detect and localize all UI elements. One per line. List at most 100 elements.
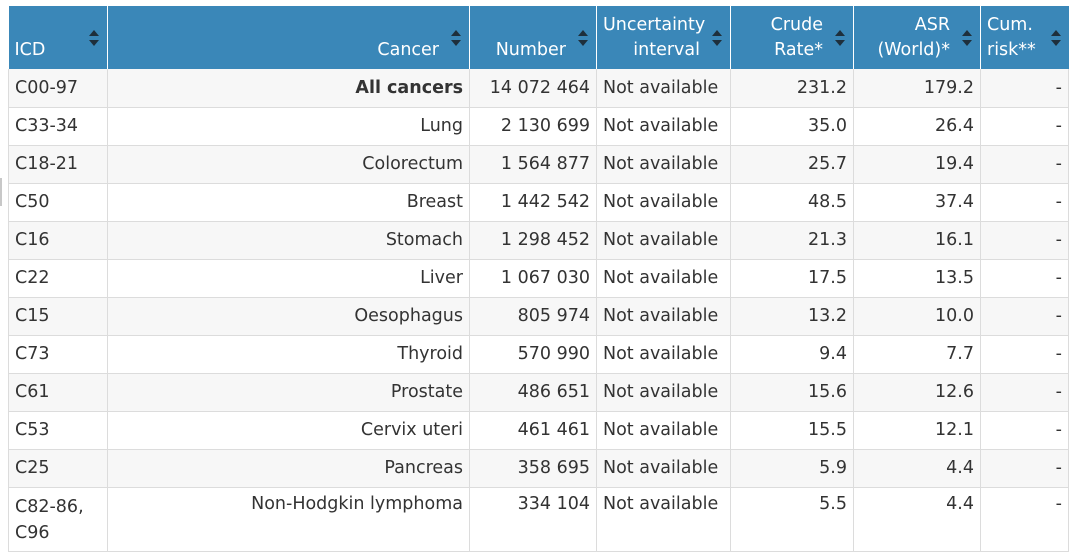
cell-cum-risk: - [980, 183, 1069, 222]
sort-icon[interactable] [89, 29, 99, 47]
cell-uncertainty: Not available [596, 373, 731, 412]
cell-asr: 13.5 [853, 259, 981, 298]
cell-asr: 16.1 [853, 221, 981, 260]
cell-number: 805 974 [469, 297, 597, 336]
table-row[interactable]: C15 Oesophagus 805 974 Not available 13.2 10.… [8, 297, 1069, 336]
cell-asr: 4.4 [853, 449, 981, 488]
table-row[interactable]: C61 Prostate 486 651 Not available 15.6 12.6- [8, 373, 1069, 412]
cell-uncertainty: Not available [596, 487, 731, 552]
cell-icd: C50 [8, 183, 108, 222]
cell-icd: C61 [8, 373, 108, 412]
column-header-asr-world[interactable]: ASR (World)* [853, 6, 981, 69]
cell-cum-risk: - [980, 373, 1069, 412]
cell-cum-risk: - [980, 221, 1069, 260]
cell-icd: C53 [8, 411, 108, 450]
cell-icd: C15 [8, 297, 108, 336]
cell-asr: 26.4 [853, 107, 981, 146]
cell-cancer: Stomach [107, 221, 470, 260]
table-row[interactable]: C73 Thyroid 570 990 Not available 9.4 7.7- [8, 335, 1069, 374]
column-header-label: Rate* [774, 40, 823, 60]
table-row[interactable]: C16 Stomach 1 298 452 Not available 21.3 16.1… [8, 221, 1069, 260]
cell-cancer: Prostate [107, 373, 470, 412]
column-header-crude-rate[interactable]: Crude Rate* [730, 6, 854, 69]
cell-crude-rate: 21.3 [730, 221, 854, 260]
cell-crude-rate: 5.9 [730, 449, 854, 488]
sort-icon[interactable] [1050, 29, 1061, 47]
table-row[interactable]: C82-86, C96 Non-Hodgkin lymphoma 334 104 No… [8, 487, 1069, 552]
cell-asr: 37.4 [853, 183, 981, 222]
cell-cancer: Lung [107, 107, 470, 146]
cell-crude-rate: 35.0 [730, 107, 854, 146]
cell-uncertainty: Not available [596, 297, 731, 336]
cell-cum-risk: - [980, 107, 1069, 146]
cancer-stats-table-container: ICD Cancer Number Uncertainty interval [8, 6, 1069, 552]
sort-icon[interactable] [712, 29, 722, 47]
column-header-label: ICD [14, 40, 46, 60]
cell-cancer: Liver [107, 259, 470, 298]
cell-asr: 12.6 [853, 373, 981, 412]
cell-crude-rate: 5.5 [730, 487, 854, 552]
table-body: C00-97 All cancers 14 072 464 Not available… [8, 69, 1069, 552]
table-row[interactable]: C25 Pancreas 358 695 Not available 5.9 4.4- [8, 449, 1069, 488]
cell-uncertainty: Not available [596, 221, 731, 260]
cell-crude-rate: 15.6 [730, 373, 854, 412]
cell-number: 1 067 030 [469, 259, 597, 298]
column-header-number[interactable]: Number [469, 6, 597, 69]
column-header-cum-risk[interactable]: Cum. risk** [980, 6, 1069, 69]
cell-number: 1 442 542 [469, 183, 597, 222]
table-header: ICD Cancer Number Uncertainty interval [8, 6, 1069, 69]
cell-uncertainty: Not available [596, 411, 731, 450]
table-row[interactable]: C22 Liver 1 067 030 Not available 17.5 13.5- [8, 259, 1069, 298]
cell-cum-risk: - [980, 335, 1069, 374]
cell-icd: C22 [8, 259, 108, 298]
sort-icon[interactable] [578, 29, 588, 47]
column-header-uncertainty[interactable]: Uncertainty interval [596, 6, 731, 69]
column-header-icd[interactable]: ICD [8, 6, 108, 69]
cell-asr: 12.1 [853, 411, 981, 450]
cell-cum-risk: - [980, 411, 1069, 450]
cell-cancer: Thyroid [107, 335, 470, 374]
cell-icd: C18-21 [8, 145, 108, 184]
cell-cancer: Breast [107, 183, 470, 222]
column-header-cancer[interactable]: Cancer [107, 6, 470, 69]
cell-icd: C82-86, C96 [8, 487, 108, 552]
cell-crude-rate: 25.7 [730, 145, 854, 184]
table-row[interactable]: C53 Cervix uteri 461 461 Not available 15.5 1… [8, 411, 1069, 450]
column-header-label: (World)* [877, 40, 950, 60]
cell-uncertainty: Not available [596, 449, 731, 488]
column-header-label: Uncertainty [603, 15, 706, 35]
sort-icon[interactable] [451, 29, 461, 47]
cell-crude-rate: 15.5 [730, 411, 854, 450]
table-row[interactable]: C50 Breast 1 442 542 Not available 48.5 37.4- [8, 183, 1069, 222]
cell-crude-rate: 48.5 [730, 183, 854, 222]
table-row[interactable]: C00-97 All cancers 14 072 464 Not available… [8, 69, 1069, 108]
cell-uncertainty: Not available [596, 259, 731, 298]
cell-cum-risk: - [980, 259, 1069, 298]
cell-cancer: Colorectum [107, 145, 470, 184]
cell-asr: 19.4 [853, 145, 981, 184]
cell-icd: C00-97 [8, 69, 108, 108]
table-row[interactable]: C18-21 Colorectum 1 564 877 Not available 25… [8, 145, 1069, 184]
cell-uncertainty: Not available [596, 69, 731, 108]
cell-asr: 4.4 [853, 487, 981, 552]
cell-cum-risk: - [980, 297, 1069, 336]
cell-cum-risk: - [980, 69, 1069, 108]
cell-cancer: Cervix uteri [107, 411, 470, 450]
cell-uncertainty: Not available [596, 107, 731, 146]
cell-number: 570 990 [469, 335, 597, 374]
cell-cancer: Non-Hodgkin lymphoma [107, 487, 470, 552]
cell-icd: C25 [8, 449, 108, 488]
cell-number: 358 695 [469, 449, 597, 488]
sort-icon[interactable] [962, 29, 972, 47]
cell-number: 334 104 [469, 487, 597, 552]
cell-number: 461 461 [469, 411, 597, 450]
cell-cancer: Pancreas [107, 449, 470, 488]
sort-icon[interactable] [835, 29, 845, 47]
cell-asr: 10.0 [853, 297, 981, 336]
cell-number: 1 564 877 [469, 145, 597, 184]
cell-crude-rate: 13.2 [730, 297, 854, 336]
cell-number: 14 072 464 [469, 69, 597, 108]
cell-number: 2 130 699 [469, 107, 597, 146]
cell-crude-rate: 17.5 [730, 259, 854, 298]
table-row[interactable]: C33-34 Lung 2 130 699 Not available 35.0 26.4… [8, 107, 1069, 146]
